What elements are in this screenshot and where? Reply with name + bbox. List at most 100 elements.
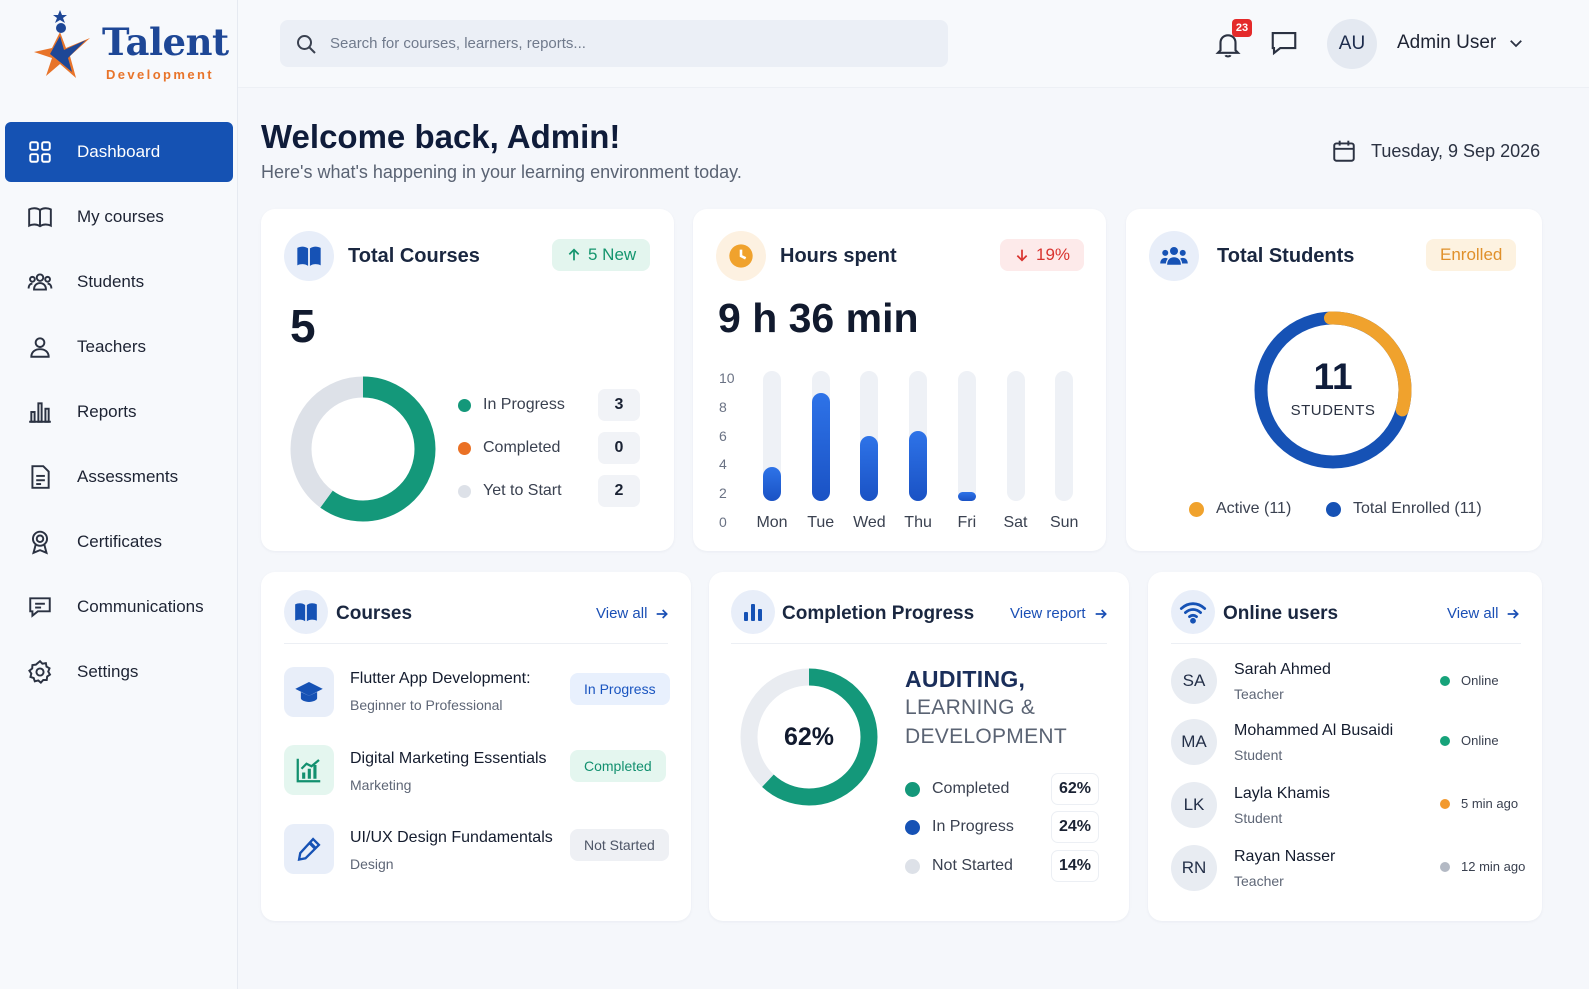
course-title[interactable]: Digital Marketing Essentials bbox=[350, 750, 547, 767]
bar-track-thu bbox=[909, 371, 928, 501]
chevron-down-icon[interactable] bbox=[1507, 34, 1525, 52]
link-label: View all bbox=[1447, 605, 1499, 622]
search-bar[interactable] bbox=[280, 20, 948, 67]
brand-logo[interactable]: Talent Development bbox=[30, 10, 230, 85]
card-title: Courses bbox=[336, 603, 413, 624]
search-input[interactable] bbox=[330, 35, 930, 52]
divider bbox=[284, 643, 668, 644]
legend-not-started: Not Started bbox=[905, 857, 1013, 875]
bell-icon[interactable] bbox=[1213, 28, 1243, 60]
x-tick-label: Sat bbox=[1003, 514, 1028, 531]
arrow-right-icon bbox=[1508, 608, 1520, 619]
bar-fri[interactable] bbox=[957, 492, 976, 501]
link-label: View all bbox=[596, 605, 648, 622]
wifi-icon bbox=[1171, 590, 1215, 634]
user-role: Teacher bbox=[1234, 686, 1284, 702]
sidebar-item-my-courses[interactable]: My courses bbox=[5, 187, 233, 247]
growth-chart-icon bbox=[284, 745, 334, 795]
bar-track-wed bbox=[860, 371, 879, 501]
hours-bar-chart: 10 8 6 4 2 0 Mon Tue Wed Thu Fri Sat Sun bbox=[693, 209, 1106, 551]
user-name[interactable]: Rayan Nasser bbox=[1234, 848, 1336, 865]
course-subtitle: Marketing bbox=[350, 777, 412, 793]
legend-active: Active (11) bbox=[1189, 500, 1291, 518]
avatar[interactable]: LK bbox=[1171, 782, 1217, 828]
x-tick-label: Mon bbox=[756, 514, 788, 531]
course-title[interactable]: Flutter App Development: bbox=[350, 670, 531, 687]
sidebar-item-label: Dashboard bbox=[77, 142, 161, 161]
avatar[interactable]: RN bbox=[1171, 845, 1217, 891]
x-tick-label: Thu bbox=[904, 514, 932, 531]
status-badge: In Progress bbox=[570, 673, 670, 705]
document-icon bbox=[27, 464, 53, 490]
top-bar: 23 AU Admin User bbox=[238, 0, 1589, 88]
legend-total-enrolled: Total Enrolled (11) bbox=[1326, 500, 1482, 518]
sidebar-item-teachers[interactable]: Teachers bbox=[5, 317, 233, 377]
legend-label: Active (11) bbox=[1216, 500, 1292, 517]
arrow-down-icon bbox=[1016, 249, 1028, 262]
completed-count: 0 bbox=[598, 432, 640, 464]
online-users-card: Online users View all SA Sarah Ahmed Tea… bbox=[1148, 572, 1542, 921]
card-title: Total Courses bbox=[348, 245, 480, 267]
users-view-all-link[interactable]: View all bbox=[1447, 605, 1521, 622]
completed-percent: 62% bbox=[1051, 773, 1099, 805]
total-courses-card: Total Courses 5 New 5 In Progress 3 Comp… bbox=[261, 209, 674, 551]
clock-icon bbox=[716, 231, 766, 281]
sidebar-item-label: My courses bbox=[77, 207, 164, 226]
sidebar-item-label: Certificates bbox=[77, 532, 163, 551]
status-label: Online bbox=[1461, 733, 1499, 748]
user-status: Online bbox=[1440, 733, 1499, 748]
ring-active bbox=[1254, 311, 1412, 469]
legend-dot bbox=[458, 398, 471, 412]
arrow-right-icon bbox=[1095, 608, 1107, 619]
bar-thu[interactable] bbox=[909, 430, 928, 501]
y-tick-label: 4 bbox=[719, 456, 727, 473]
sidebar-item-dashboard[interactable]: Dashboard bbox=[5, 122, 233, 182]
brand-subtitle: Development bbox=[106, 67, 215, 82]
gear-icon bbox=[27, 659, 53, 685]
completion-progress-card: Completion Progress View report 62% AUDI… bbox=[709, 572, 1129, 921]
legend-label: Yet to Start bbox=[483, 482, 562, 499]
card-title: Completion Progress bbox=[782, 603, 975, 624]
user-name[interactable]: Mohammed Al Busaidi bbox=[1234, 722, 1394, 739]
status-dot bbox=[1440, 861, 1450, 872]
badge-label: 19% bbox=[1036, 245, 1071, 264]
legend-label: Total Enrolled (11) bbox=[1353, 500, 1482, 517]
user-name[interactable]: Admin User bbox=[1397, 32, 1497, 53]
total-courses-value: 5 bbox=[290, 300, 316, 352]
total-students-card: Total Students Enrolled 11 STUDENTS Acti… bbox=[1126, 209, 1542, 551]
bar-wed[interactable] bbox=[860, 436, 879, 501]
user-name[interactable]: Sarah Ahmed bbox=[1234, 661, 1331, 678]
sidebar-item-label: Assessments bbox=[77, 467, 179, 486]
students-unit: STUDENTS bbox=[1290, 402, 1376, 419]
user-avatar[interactable]: AU bbox=[1327, 19, 1377, 69]
sidebar-item-reports[interactable]: Reports bbox=[5, 382, 233, 442]
bar-tue[interactable] bbox=[811, 393, 830, 501]
sidebar-item-settings[interactable]: Settings bbox=[5, 642, 233, 702]
status-label: 5 min ago bbox=[1461, 796, 1519, 811]
legend-label: Not Started bbox=[932, 857, 1013, 874]
award-icon bbox=[27, 529, 53, 555]
bar-track-sat bbox=[1006, 371, 1025, 501]
course-subtitle: Design bbox=[350, 856, 394, 872]
sidebar-item-students[interactable]: Students bbox=[5, 252, 233, 312]
chat-icon[interactable] bbox=[1269, 28, 1299, 58]
avatar[interactable]: SA bbox=[1171, 658, 1217, 704]
page-title: Welcome back, Admin! bbox=[261, 118, 621, 155]
pencil-icon bbox=[284, 824, 334, 874]
sidebar-item-communications[interactable]: Communications bbox=[5, 577, 233, 637]
legend-in-progress: In Progress bbox=[905, 818, 1014, 836]
avatar[interactable]: MA bbox=[1171, 719, 1217, 765]
user-name[interactable]: Layla Khamis bbox=[1234, 785, 1331, 802]
bar-mon[interactable] bbox=[763, 467, 781, 501]
sidebar-item-certificates[interactable]: Certificates bbox=[5, 512, 233, 572]
course-title[interactable]: UI/UX Design Fundamentals bbox=[350, 829, 553, 846]
view-report-link[interactable]: View report bbox=[1010, 605, 1109, 622]
legend-dot bbox=[458, 484, 471, 498]
sidebar-item-assessments[interactable]: Assessments bbox=[5, 447, 233, 507]
legend-completed: Completed bbox=[905, 780, 1009, 798]
hours-value: 9 h 36 min bbox=[718, 295, 919, 341]
courses-view-all-link[interactable]: View all bbox=[596, 605, 670, 622]
sidebar-item-label: Students bbox=[77, 272, 145, 291]
enrolled-badge: Enrolled bbox=[1426, 239, 1517, 271]
user-icon bbox=[27, 334, 53, 360]
